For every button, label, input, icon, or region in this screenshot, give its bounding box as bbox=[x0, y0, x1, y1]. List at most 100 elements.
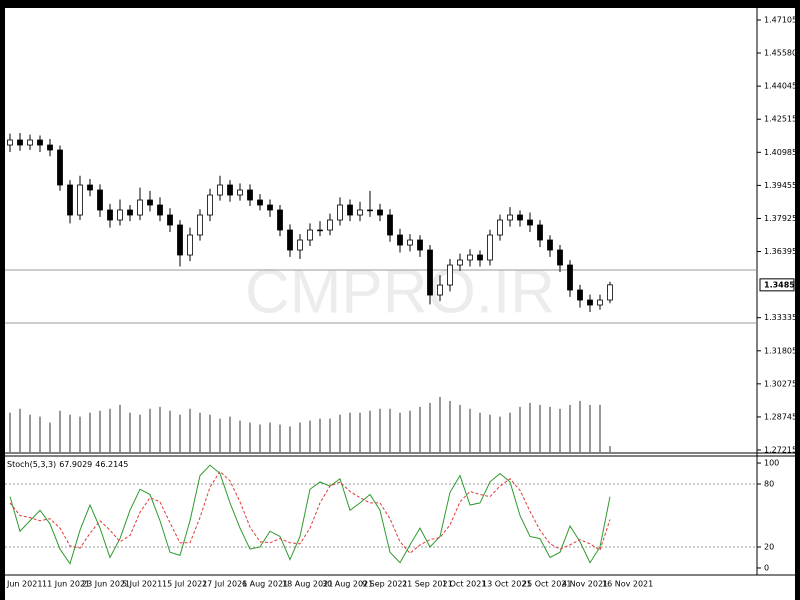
candle-body bbox=[557, 249, 563, 266]
volume-bar bbox=[149, 408, 151, 452]
y-tick-label: 20 bbox=[764, 542, 774, 551]
candle-body bbox=[387, 214, 393, 236]
volume-bar bbox=[139, 414, 141, 452]
y-tick-label: 1.47105 bbox=[764, 15, 797, 24]
candle-body bbox=[117, 209, 123, 221]
y-tick-label: 100 bbox=[764, 459, 779, 468]
candle-body bbox=[287, 229, 293, 251]
volume-bar bbox=[449, 400, 451, 452]
price-label-box bbox=[759, 278, 795, 292]
x-tick-label: 9 Sep 2021 bbox=[362, 580, 408, 589]
x-tick-label: Jun 2021 bbox=[6, 580, 42, 589]
candle-body bbox=[347, 204, 353, 216]
volume-bar bbox=[289, 426, 291, 452]
x-tick-label: 16 Nov 2021 bbox=[602, 580, 653, 589]
candle-body bbox=[127, 209, 133, 216]
y-tick-label: 1.40985 bbox=[764, 148, 797, 157]
volume-bar bbox=[259, 424, 261, 452]
volume-bar bbox=[539, 404, 541, 452]
candle-body bbox=[327, 219, 333, 231]
volume-bar bbox=[269, 422, 271, 452]
volume-bar bbox=[559, 408, 561, 452]
indicator-label: Stoch(5,3,3) 67.9029 46.2145 bbox=[7, 460, 128, 469]
y-tick-label: 1.31805 bbox=[764, 346, 797, 355]
y-tick-label: 1.36395 bbox=[764, 247, 797, 256]
volume-bar bbox=[279, 424, 281, 452]
candle-body bbox=[537, 224, 543, 241]
candle-body bbox=[97, 189, 103, 211]
candle-body bbox=[247, 189, 253, 201]
volume-bar bbox=[459, 404, 461, 452]
candle-body bbox=[507, 214, 513, 221]
candle-body bbox=[277, 209, 283, 231]
candle-body bbox=[457, 259, 463, 266]
volume-bar bbox=[399, 412, 401, 452]
volume-bar bbox=[229, 416, 231, 452]
volume-bar bbox=[439, 397, 441, 452]
candle-body bbox=[27, 139, 33, 146]
panel bbox=[5, 8, 795, 600]
y-tick-label: 80 bbox=[764, 480, 774, 489]
candle-body bbox=[337, 204, 343, 221]
volume-bar bbox=[609, 446, 611, 452]
candle-body bbox=[67, 184, 73, 216]
y-tick-label: 0 bbox=[764, 563, 769, 572]
volume-bar bbox=[329, 418, 331, 452]
candle-body bbox=[587, 299, 593, 306]
candle-body bbox=[187, 234, 193, 256]
candle-body bbox=[377, 209, 383, 216]
x-tick-label: 5 Jul 2021 bbox=[122, 580, 162, 589]
volume-bar bbox=[199, 412, 201, 452]
candle-body bbox=[297, 239, 303, 251]
volume-bar bbox=[39, 416, 41, 452]
x-tick-label: 23 Jun 2021 bbox=[82, 580, 130, 589]
candle-body bbox=[477, 254, 483, 261]
candle-body bbox=[607, 284, 613, 301]
candle-body bbox=[437, 284, 443, 296]
volume-bar bbox=[519, 406, 521, 452]
volume-bar bbox=[219, 418, 221, 452]
current-price-label: 1.34854 bbox=[764, 280, 800, 289]
volume-bar bbox=[119, 404, 121, 452]
candle-body bbox=[7, 139, 13, 146]
candle-body bbox=[17, 139, 23, 146]
volume-bar bbox=[579, 400, 581, 452]
y-tick-label: 1.39455 bbox=[764, 181, 797, 190]
x-tick-label: 13 Oct 2021 bbox=[482, 580, 531, 589]
x-tick-label: 11 Jun 2021 bbox=[42, 580, 90, 589]
candle-body bbox=[77, 184, 83, 216]
candle-body bbox=[487, 234, 493, 261]
candle-body bbox=[87, 184, 93, 191]
x-tick-label: 30 Aug 2021 bbox=[322, 580, 373, 589]
candle-body bbox=[397, 234, 403, 246]
x-tick-label: 27 Jul 2021 bbox=[202, 580, 247, 589]
volume-bar bbox=[179, 414, 181, 452]
volume-bar bbox=[509, 412, 511, 452]
candle-body bbox=[417, 239, 423, 251]
candle-body bbox=[37, 139, 43, 146]
volume-bar bbox=[349, 412, 351, 452]
candle-body bbox=[497, 219, 503, 236]
indicator-main-value: 67.9029 bbox=[59, 460, 92, 469]
volume-bar bbox=[129, 412, 131, 452]
candle-body bbox=[197, 214, 203, 236]
y-tick-label: 1.44045 bbox=[764, 82, 797, 91]
y-tick-label: 1.42515 bbox=[764, 115, 797, 124]
candle-body bbox=[227, 184, 233, 196]
candle-body bbox=[567, 264, 573, 291]
volume-bar bbox=[99, 410, 101, 452]
volume-bar bbox=[309, 420, 311, 452]
volume-bar bbox=[299, 422, 301, 452]
volume-bar bbox=[489, 414, 491, 452]
candle-body bbox=[447, 264, 453, 286]
y-tick-label: 1.45580 bbox=[764, 48, 797, 57]
indicator-title: Stoch(5,3,3) bbox=[7, 460, 56, 469]
indicator-line bbox=[9, 464, 611, 565]
candle-body bbox=[427, 249, 433, 296]
y-tick-label: 1.33335 bbox=[764, 313, 797, 322]
y-tick-label: 1.30275 bbox=[764, 379, 797, 388]
candle-body bbox=[517, 214, 523, 221]
volume-bar bbox=[409, 410, 411, 452]
candle-body bbox=[407, 239, 413, 246]
candle-body bbox=[237, 189, 243, 196]
